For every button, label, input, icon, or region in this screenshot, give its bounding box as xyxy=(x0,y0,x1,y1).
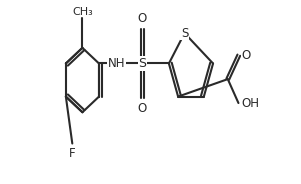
Text: S: S xyxy=(181,27,188,40)
Text: O: O xyxy=(242,49,251,62)
Text: O: O xyxy=(138,12,147,25)
Text: CH₃: CH₃ xyxy=(72,7,93,17)
Text: S: S xyxy=(138,57,146,70)
Text: NH: NH xyxy=(108,57,125,70)
Text: F: F xyxy=(69,147,76,160)
Text: OH: OH xyxy=(241,97,259,109)
Text: O: O xyxy=(138,102,147,115)
